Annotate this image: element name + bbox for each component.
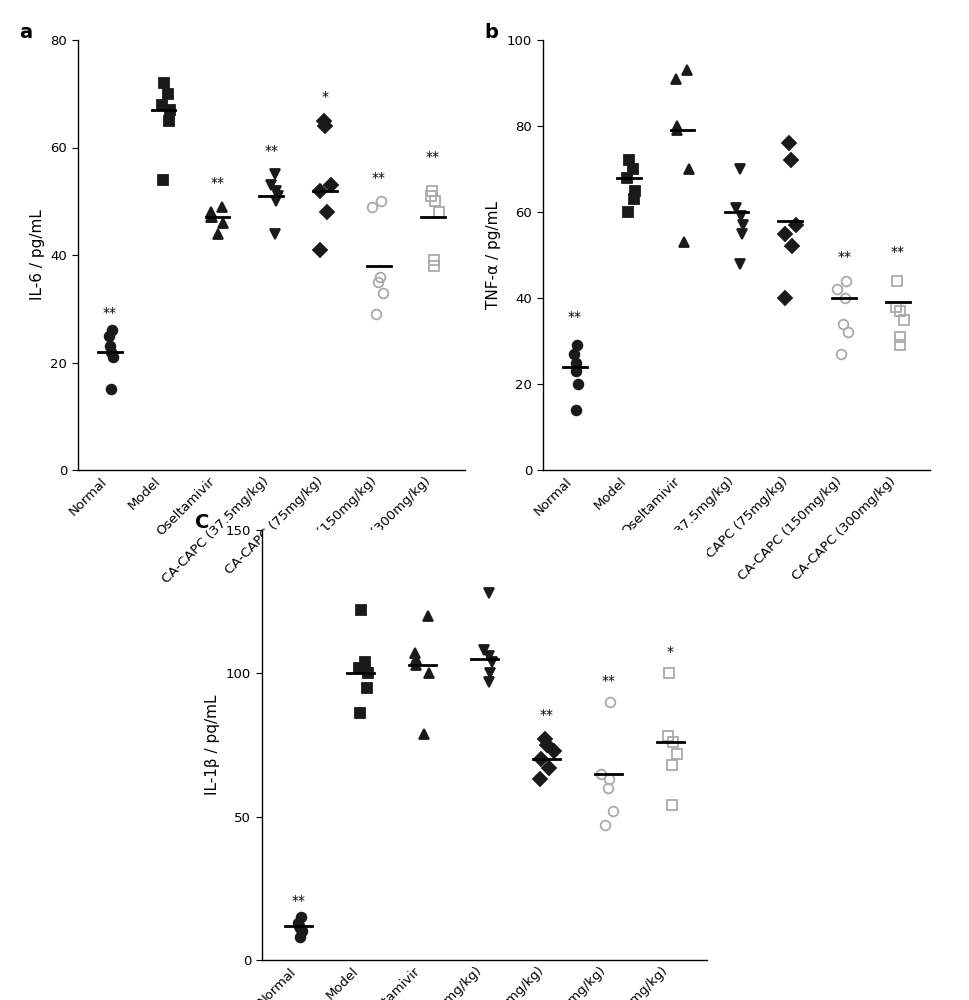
Text: **: ** (292, 894, 306, 908)
Y-axis label: IL-6 / pg/mL: IL-6 / pg/mL (30, 210, 45, 300)
Text: *: * (322, 91, 328, 104)
Text: **: ** (891, 245, 905, 259)
Text: a: a (19, 23, 33, 42)
Text: **: ** (602, 674, 615, 688)
Text: **: ** (568, 310, 582, 324)
Text: **: ** (540, 708, 553, 722)
Text: **: ** (210, 176, 225, 190)
Y-axis label: IL-1β / pq/mL: IL-1β / pq/mL (205, 695, 220, 795)
Text: C: C (195, 513, 209, 532)
Text: **: ** (837, 250, 851, 264)
Text: **: ** (425, 150, 440, 164)
Text: b: b (484, 23, 498, 42)
Text: *: * (667, 645, 673, 659)
Text: **: ** (103, 306, 117, 320)
Text: **: ** (372, 171, 386, 185)
Y-axis label: TNF-α / pg/mL: TNF-α / pg/mL (486, 201, 501, 309)
Text: **: ** (265, 144, 278, 158)
